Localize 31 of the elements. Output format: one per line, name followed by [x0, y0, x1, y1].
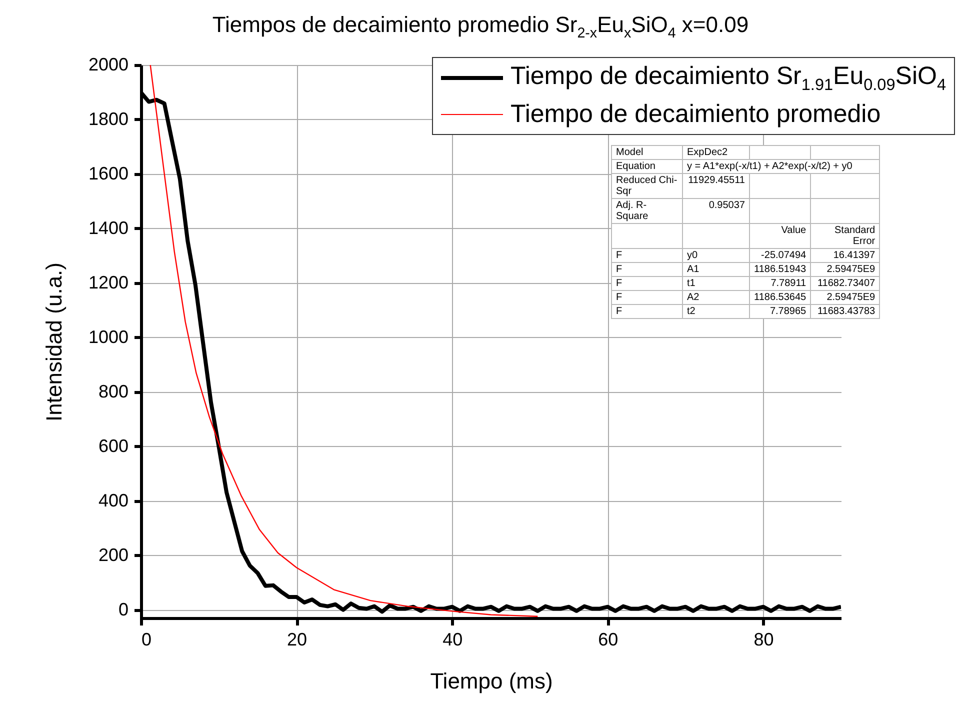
x-tick-label: 0: [142, 630, 152, 650]
y-tick-label: 1200: [88, 272, 128, 292]
x-tick-label: 20: [287, 630, 308, 650]
x-tick-label: 60: [598, 630, 618, 650]
text: F t2 7.78965 11683.43783: [616, 306, 876, 317]
text: F y0 -25.07494 16.41397: [616, 250, 876, 261]
y-tick-label: 800: [98, 381, 128, 402]
y-tick-label: 1000: [88, 326, 128, 347]
y-tick-label: 200: [98, 544, 128, 565]
y-tick-label: 1600: [88, 163, 128, 184]
y-tick-label: 400: [98, 490, 128, 510]
legend-label: Tiempo de decaimiento Sr$_{1.91}$Eu$_{0.09}$SiO$_{4}$: [510, 62, 946, 94]
text: Value Standard Error: [781, 225, 876, 247]
text: Equation y = A1*exp(-x/t1) + A2*exp(-x/t2) + y0: [616, 161, 852, 172]
y-axis-title: Intensidad (u.a.): [41, 262, 66, 422]
y-tick-label: 0: [118, 599, 128, 620]
y-tick-label: 1400: [88, 218, 128, 238]
chart-title: Tiempos de decaimiento promedio Sr$_{2-x}$Eu$_{x}$SiO$_{4}$ x=0.09: [211, 12, 750, 42]
x-tick-label: 80: [754, 630, 774, 650]
y-tick-label: 600: [98, 436, 128, 456]
text: Model ExpDec2: [616, 147, 728, 158]
y-tick-label: 1800: [88, 108, 128, 129]
x-tick-label: 40: [442, 630, 463, 650]
text: F t1 7.78911 11682.73407: [616, 278, 876, 289]
text: Reduced Chi-Sqr 11929.45511: [616, 175, 745, 197]
text: Adj. R-Square 0.95037: [616, 200, 745, 222]
x-axis-title: Tiempo (ms): [430, 668, 553, 694]
text: F A2 1186.53645 2.59475E9: [616, 292, 876, 303]
legend-label: Tiempo de decaimiento promedio: [510, 100, 881, 128]
text: F A1 1186.51943 2.59475E9: [616, 264, 876, 275]
y-tick-label: 2000: [88, 54, 128, 74]
